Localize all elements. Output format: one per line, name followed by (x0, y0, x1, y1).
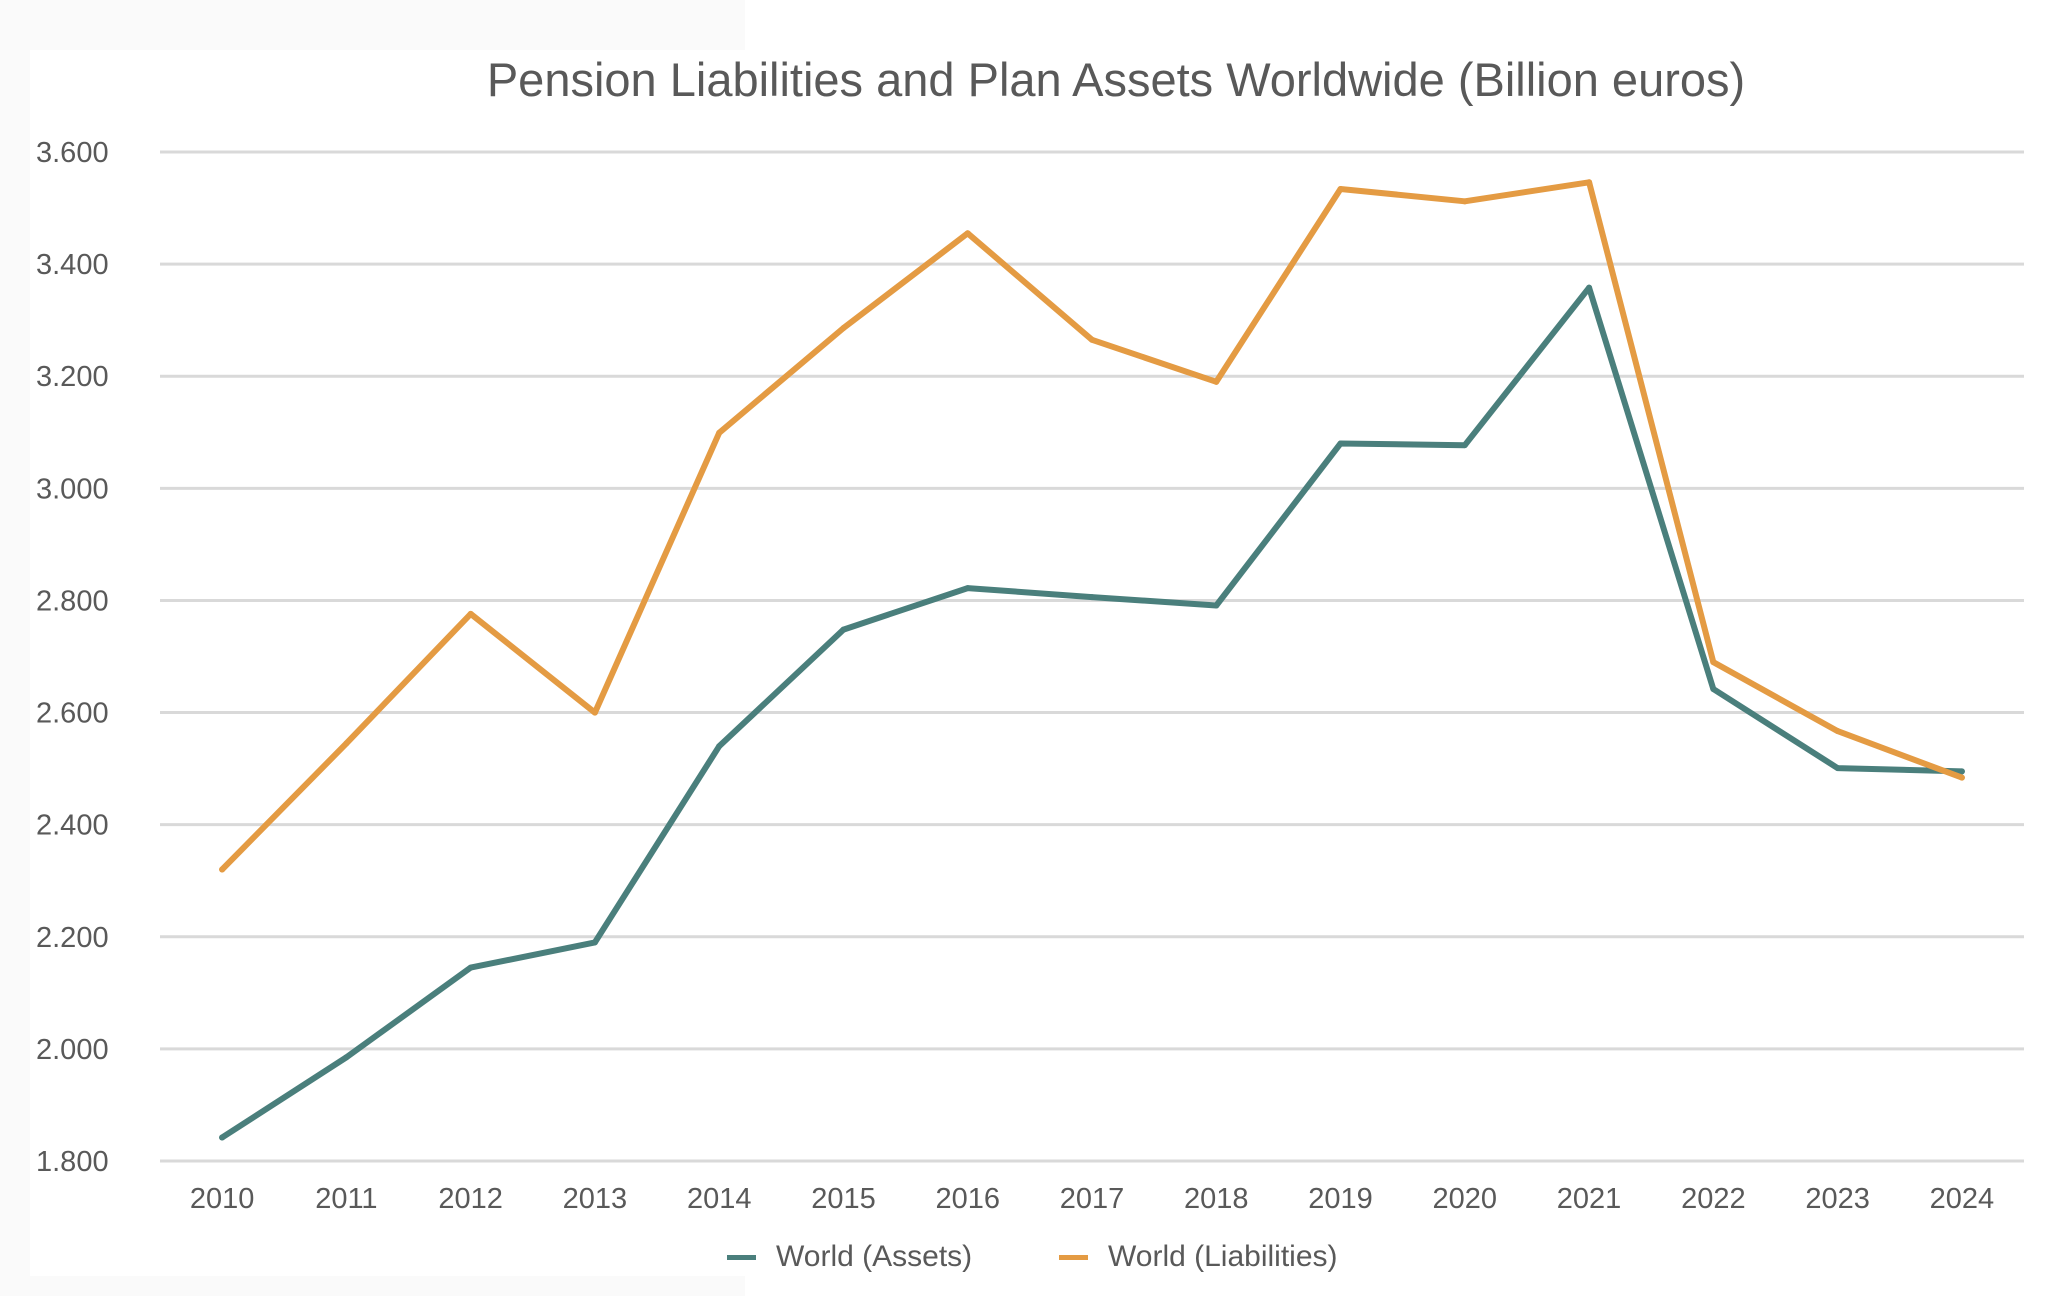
data-point[interactable] (716, 743, 723, 750)
x-tick-label: 2010 (190, 1183, 255, 1215)
data-point[interactable] (219, 866, 226, 873)
y-tick-label: 2.000 (36, 1034, 109, 1066)
y-tick-label: 3.400 (36, 249, 109, 281)
background-bottom (0, 1276, 745, 1296)
gridlines (160, 150, 2024, 1163)
data-point[interactable] (1213, 602, 1220, 609)
y-tick-label: 3.600 (36, 137, 109, 169)
data-point[interactable] (1461, 198, 1468, 205)
data-point[interactable] (1834, 765, 1841, 772)
data-point[interactable] (1710, 686, 1717, 693)
data-point[interactable] (1337, 185, 1344, 192)
x-tick-label: 2021 (1557, 1183, 1622, 1215)
y-axis-ticks: 1.800 2.000 2.200 2.400 2.600 2.800 3.000 3.200… (36, 137, 109, 1178)
data-point[interactable] (343, 740, 350, 747)
data-point[interactable] (343, 1054, 350, 1061)
y-tick-label: 3.200 (36, 361, 109, 393)
legend: World (Assets) World (Liabilities) (0, 1240, 2052, 1284)
data-point[interactable] (1337, 440, 1344, 447)
data-point[interactable] (1958, 774, 1965, 781)
x-tick-label: 2017 (1060, 1183, 1125, 1215)
x-tick-label: 2022 (1681, 1183, 1746, 1215)
x-tick-label: 2024 (1930, 1183, 1995, 1215)
y-tick-label: 2.200 (36, 922, 109, 954)
chart-title: Pension Liabilities and Plan Assets Worl… (486, 53, 1746, 106)
data-point[interactable] (840, 325, 847, 332)
x-tick-label: 2012 (438, 1183, 503, 1215)
data-point[interactable] (716, 429, 723, 436)
y-tick-label: 2.400 (36, 810, 109, 842)
x-tick-label: 2019 (1308, 1183, 1373, 1215)
data-point[interactable] (964, 230, 971, 237)
data-point[interactable] (1958, 768, 1965, 775)
y-tick-label: 2.800 (36, 585, 109, 617)
data-point[interactable] (1834, 728, 1841, 735)
data-point[interactable] (219, 1134, 226, 1141)
x-tick-label: 2011 (315, 1183, 377, 1215)
legend-swatch-liabilities (1059, 1254, 1088, 1260)
x-tick-label: 2016 (935, 1183, 1000, 1215)
data-point[interactable] (1213, 378, 1220, 385)
data-point[interactable] (1710, 659, 1717, 666)
data-point[interactable] (1586, 284, 1593, 291)
y-tick-label: 1.800 (36, 1146, 109, 1178)
data-point[interactable] (1461, 442, 1468, 449)
legend-swatch-assets (727, 1254, 756, 1260)
series-lines (219, 179, 1965, 1141)
data-point[interactable] (467, 610, 474, 617)
background-top (0, 0, 745, 50)
x-tick-label: 2023 (1805, 1183, 1870, 1215)
legend-label-liabilities: World (Liabilities) (1108, 1240, 1338, 1273)
data-point[interactable] (1089, 594, 1095, 601)
data-point[interactable] (591, 939, 598, 946)
x-tick-label: 2020 (1433, 1183, 1498, 1215)
legend-label-assets: World (Assets) (776, 1240, 973, 1273)
y-tick-label: 2.600 (36, 698, 109, 730)
data-point[interactable] (1586, 179, 1593, 186)
data-point[interactable] (964, 585, 971, 592)
series-line-liabilities[interactable] (219, 179, 1965, 873)
legend-item-liabilities[interactable]: World (Liabilities) (1059, 1240, 1338, 1274)
background-left (0, 0, 30, 1296)
x-tick-label: 2018 (1184, 1183, 1249, 1215)
data-point[interactable] (1089, 336, 1095, 343)
legend-item-assets[interactable]: World (Assets) (727, 1240, 972, 1274)
x-tick-label: 2013 (563, 1183, 628, 1215)
x-tick-label: 2014 (687, 1183, 752, 1215)
data-point[interactable] (840, 626, 847, 633)
x-tick-label: 2015 (811, 1183, 876, 1215)
x-axis-ticks: 2010 2011 2012 2013 2014 2015 2016 2017 2018 2019… (190, 1183, 1994, 1215)
data-point[interactable] (467, 964, 474, 971)
y-tick-label: 3.000 (36, 473, 109, 505)
data-point[interactable] (591, 709, 598, 716)
